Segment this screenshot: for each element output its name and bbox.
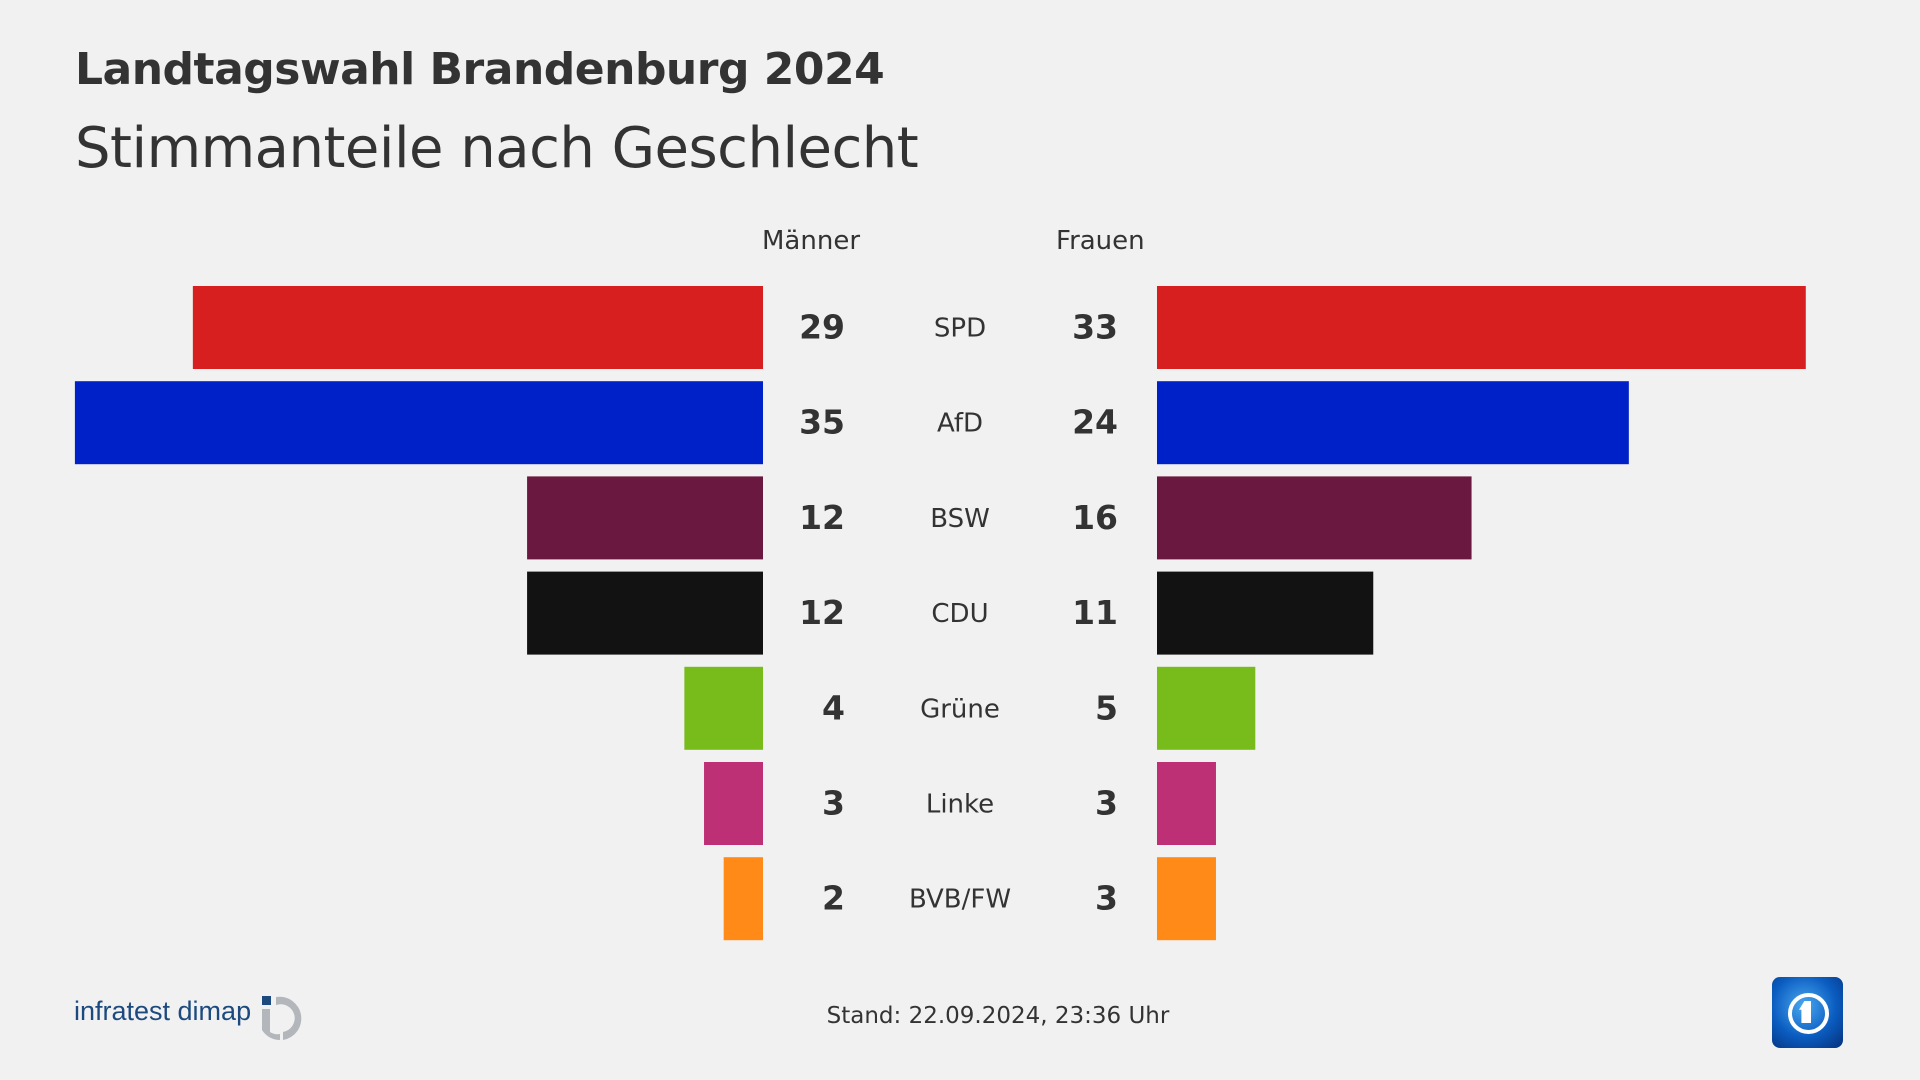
bar-maenner-SPD [192,286,764,369]
category-label: AfD [937,409,983,439]
infratest-dimap-logo-icon [262,996,302,1041]
category-label: Linke [926,790,994,820]
value-frauen-CDU: 11 [1072,593,1118,632]
bar-maenner-BSW [527,476,763,560]
value-maenner-BSW: 12 [799,498,845,537]
value-frauen-AfD: 24 [1072,403,1118,442]
value-maenner-Linke: 3 [822,784,845,823]
value-maenner-BVB/FW: 2 [822,879,845,918]
category-label: CDU [931,599,988,629]
bar-frauen-BVB/FW [1157,857,1216,941]
bar-frauen-SPD [1157,286,1806,369]
bar-maenner-CDU [527,571,763,655]
value-maenner-SPD: 29 [799,308,845,347]
value-frauen-SPD: 33 [1072,308,1118,347]
category-label: Grüne [920,694,1000,724]
value-maenner-AfD: 35 [799,403,845,442]
value-maenner-CDU: 12 [799,593,845,632]
value-frauen-BSW: 16 [1072,498,1118,537]
ard-logo [1772,977,1843,1048]
value-frauen-BVB/FW: 3 [1095,879,1118,918]
bar-frauen-BSW [1157,476,1472,560]
bar-frauen-Grüne [1157,666,1256,750]
category-label: BSW [930,504,990,534]
bar-maenner-Linke [704,762,763,845]
bar-frauen-CDU [1157,571,1374,655]
chart-subtitle: Stimmanteile nach Geschlecht [75,116,919,181]
value-frauen-Grüne: 5 [1095,688,1118,727]
infratest-dimap-logo-text: infratest dimap [74,996,252,1026]
header-frauen: Frauen [1056,226,1145,256]
category-label: BVB/FW [909,885,1011,915]
chart-title: Landtagswahl Brandenburg 2024 [75,44,885,95]
bar-frauen-Linke [1157,762,1216,845]
bar-frauen-AfD [1157,381,1629,465]
header-maenner: Männer [762,226,861,256]
bar-maenner-BVB/FW [723,857,763,941]
value-maenner-Grüne: 4 [822,688,845,727]
stand-timestamp: Stand: 22.09.2024, 23:36 Uhr [826,1003,1170,1029]
bar-maenner-AfD [74,381,763,465]
category-label: SPD [934,314,986,344]
value-frauen-Linke: 3 [1095,784,1118,823]
bar-maenner-Grüne [684,666,763,750]
